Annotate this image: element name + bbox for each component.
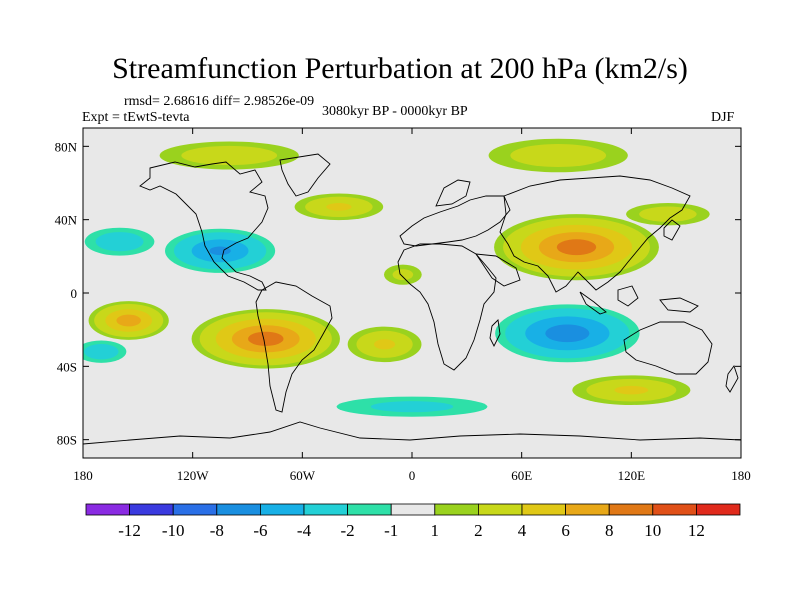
- contour-region-10-level-2: [510, 143, 607, 168]
- contour-region-4-level-8: [248, 331, 284, 346]
- colorbar-swatch: [303, 503, 348, 516]
- colorbar-swatch: [129, 503, 174, 516]
- colorbar-swatch: [608, 503, 654, 516]
- colorbar-label: 12: [688, 521, 705, 540]
- colorbar-label: 4: [518, 521, 527, 540]
- period-label: 3080kyr BP - 0000kyr BP: [322, 104, 468, 119]
- coast-borneo: [617, 285, 639, 307]
- coast-asia: [499, 175, 691, 293]
- colorbar-label: -6: [253, 521, 267, 540]
- coast-new-zealand: [725, 365, 739, 393]
- colorbar-swatch: [172, 503, 218, 516]
- latitude-axis: 80N 40N 0 40S 80S: [55, 139, 741, 448]
- contour-region-3-level--6: [545, 324, 590, 343]
- contour-region-11-level-4: [614, 385, 649, 395]
- coast-south-america: [255, 281, 333, 413]
- contour-region-0-level-8: [556, 239, 597, 256]
- coast-greenland: [279, 153, 331, 197]
- contour-region-2-level--2: [95, 232, 144, 252]
- coast-japan: [663, 219, 681, 241]
- coast-madagascar: [489, 319, 501, 348]
- season-label: DJF: [711, 110, 735, 125]
- colorbar-label: -10: [162, 521, 185, 540]
- colorbar-swatch: [347, 503, 392, 516]
- colorbar-swatch: [434, 503, 479, 516]
- lon-tick-label: 180: [73, 468, 93, 483]
- coast-scandinavia: [435, 179, 471, 207]
- colorbar-label: 10: [644, 521, 661, 540]
- contour-region-14-level-2: [392, 269, 414, 281]
- lat-tick-label: 80N: [55, 139, 78, 154]
- colorbar-label: 2: [474, 521, 483, 540]
- colorbar-swatch: [259, 503, 305, 516]
- colorbar-swatch: [696, 503, 741, 516]
- lat-tick-label: 80S: [57, 433, 77, 448]
- lon-tick-label: 120W: [177, 468, 210, 483]
- colorbar-swatch: [521, 503, 566, 516]
- coast-australia: [623, 321, 713, 375]
- contour-region-6-level--2: [84, 343, 119, 360]
- chart-title: Streamfunction Perturbation at 200 hPa (…: [112, 52, 688, 85]
- colorbar-swatch: [652, 503, 697, 516]
- colorbar: -12 -10 -8 -6 -4 -2 -1 1 2 4 6 8 10 12: [85, 503, 741, 540]
- stats-label: rmsd= 2.68616 diff= 2.98526e-09: [124, 94, 315, 109]
- colorbar-swatch: [477, 503, 523, 516]
- contour-field: [83, 138, 710, 417]
- coast-sumatra: [579, 291, 607, 315]
- colorbar-label: 8: [605, 521, 614, 540]
- colorbar-swatch: [216, 503, 261, 516]
- colorbar-label: 6: [561, 521, 570, 540]
- contour-region-9-level-2: [181, 145, 278, 166]
- lon-tick-label: 0: [409, 468, 416, 483]
- colorbar-label: -1: [384, 521, 398, 540]
- colorbar-label: 1: [431, 521, 440, 540]
- lon-tick-label: 180: [731, 468, 751, 483]
- lon-tick-label: 60E: [511, 468, 532, 483]
- lat-tick-label: 40N: [55, 213, 78, 228]
- longitude-axis: 180 120W 60W 0 60E 120E 180: [73, 128, 751, 483]
- experiment-label: Expt = tEwtS-tevta: [82, 110, 190, 125]
- coast-antarctica: [83, 421, 741, 445]
- lon-tick-label: 60W: [290, 468, 316, 483]
- contour-region-8-level-4: [326, 203, 352, 211]
- lat-tick-label: 0: [71, 286, 78, 301]
- colorbar-label: -8: [210, 521, 224, 540]
- coastlines: [83, 153, 741, 445]
- colorbar-swatch: [565, 503, 610, 516]
- colorbar-label: -12: [118, 521, 141, 540]
- lon-tick-label: 120E: [618, 468, 646, 483]
- contour-region-12-level--2: [370, 401, 454, 413]
- contour-region-7-level-4: [374, 339, 396, 350]
- coast-arabia: [475, 253, 521, 287]
- colorbar-label: -2: [341, 521, 355, 540]
- colorbar-label: -4: [297, 521, 312, 540]
- coast-new-guinea: [659, 297, 699, 313]
- colorbar-swatch: [85, 503, 130, 516]
- lat-tick-label: 40S: [57, 359, 77, 374]
- colorbar-swatch: [390, 503, 436, 516]
- coast-africa: [397, 243, 497, 371]
- contour-region-5-level-6: [116, 314, 141, 327]
- coast-north-america: [139, 161, 269, 291]
